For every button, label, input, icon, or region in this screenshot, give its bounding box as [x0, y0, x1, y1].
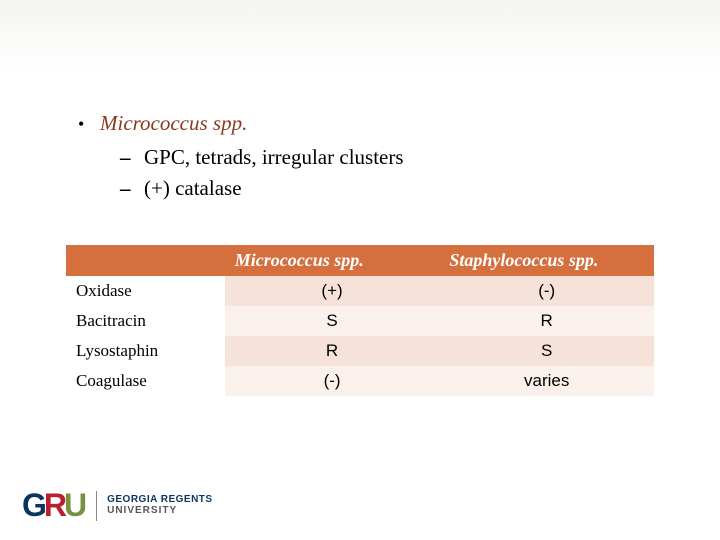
table-header-cell	[66, 245, 225, 276]
bullet-level1-text: Micrococcus spp.	[100, 108, 247, 138]
bullet-level2-item: – GPC, tetrads, irregular clusters	[120, 142, 654, 172]
bullet-glyph: –	[120, 173, 144, 203]
logo-text-line2: UNIVERSITY	[107, 506, 212, 517]
table-cell: R	[439, 306, 654, 336]
bullet-list: • Micrococcus spp. – GPC, tetrads, irreg…	[66, 108, 654, 203]
table-row: Bacitracin S R	[66, 306, 654, 336]
table-header-cell: Micrococcus spp.	[225, 245, 440, 276]
table-row-label: Bacitracin	[66, 306, 225, 336]
slide-content: • Micrococcus spp. – GPC, tetrads, irreg…	[0, 0, 720, 396]
gru-logo: G R U GEORGIA REGENTS UNIVERSITY	[22, 487, 213, 524]
table-cell: R	[225, 336, 440, 366]
table-row: Coagulase (-) varies	[66, 366, 654, 396]
table-cell: S	[225, 306, 440, 336]
table-row-label: Lysostaphin	[66, 336, 225, 366]
table-row-label: Oxidase	[66, 276, 225, 306]
bullet-level2-item: – (+) catalase	[120, 173, 654, 203]
table-row: Oxidase (+) (-)	[66, 276, 654, 306]
logo-mark: G R U	[22, 487, 86, 524]
logo-letter-g: G	[22, 487, 46, 524]
table-cell: S	[439, 336, 654, 366]
logo-text: GEORGIA REGENTS UNIVERSITY	[107, 495, 212, 516]
table-cell: (+)	[225, 276, 440, 306]
logo-letter-u: U	[64, 487, 86, 524]
bullet-glyph: •	[78, 111, 100, 137]
bullet-glyph: –	[120, 142, 144, 172]
logo-letter-r: R	[44, 487, 66, 524]
table-header-row: Micrococcus spp. Staphylococcus spp.	[66, 245, 654, 276]
logo-text-line1: GEORGIA REGENTS	[107, 495, 212, 506]
table-cell: (-)	[439, 276, 654, 306]
table-row: Lysostaphin R S	[66, 336, 654, 366]
bullet-level2-text: GPC, tetrads, irregular clusters	[144, 142, 404, 172]
logo-divider	[96, 491, 97, 521]
table-cell: (-)	[225, 366, 440, 396]
table-row-label: Coagulase	[66, 366, 225, 396]
bullet-level1: • Micrococcus spp.	[78, 108, 654, 138]
bullet-level2-text: (+) catalase	[144, 173, 242, 203]
table-header-cell: Staphylococcus spp.	[439, 245, 654, 276]
table-cell: varies	[439, 366, 654, 396]
comparison-table: Micrococcus spp. Staphylococcus spp. Oxi…	[66, 245, 654, 396]
